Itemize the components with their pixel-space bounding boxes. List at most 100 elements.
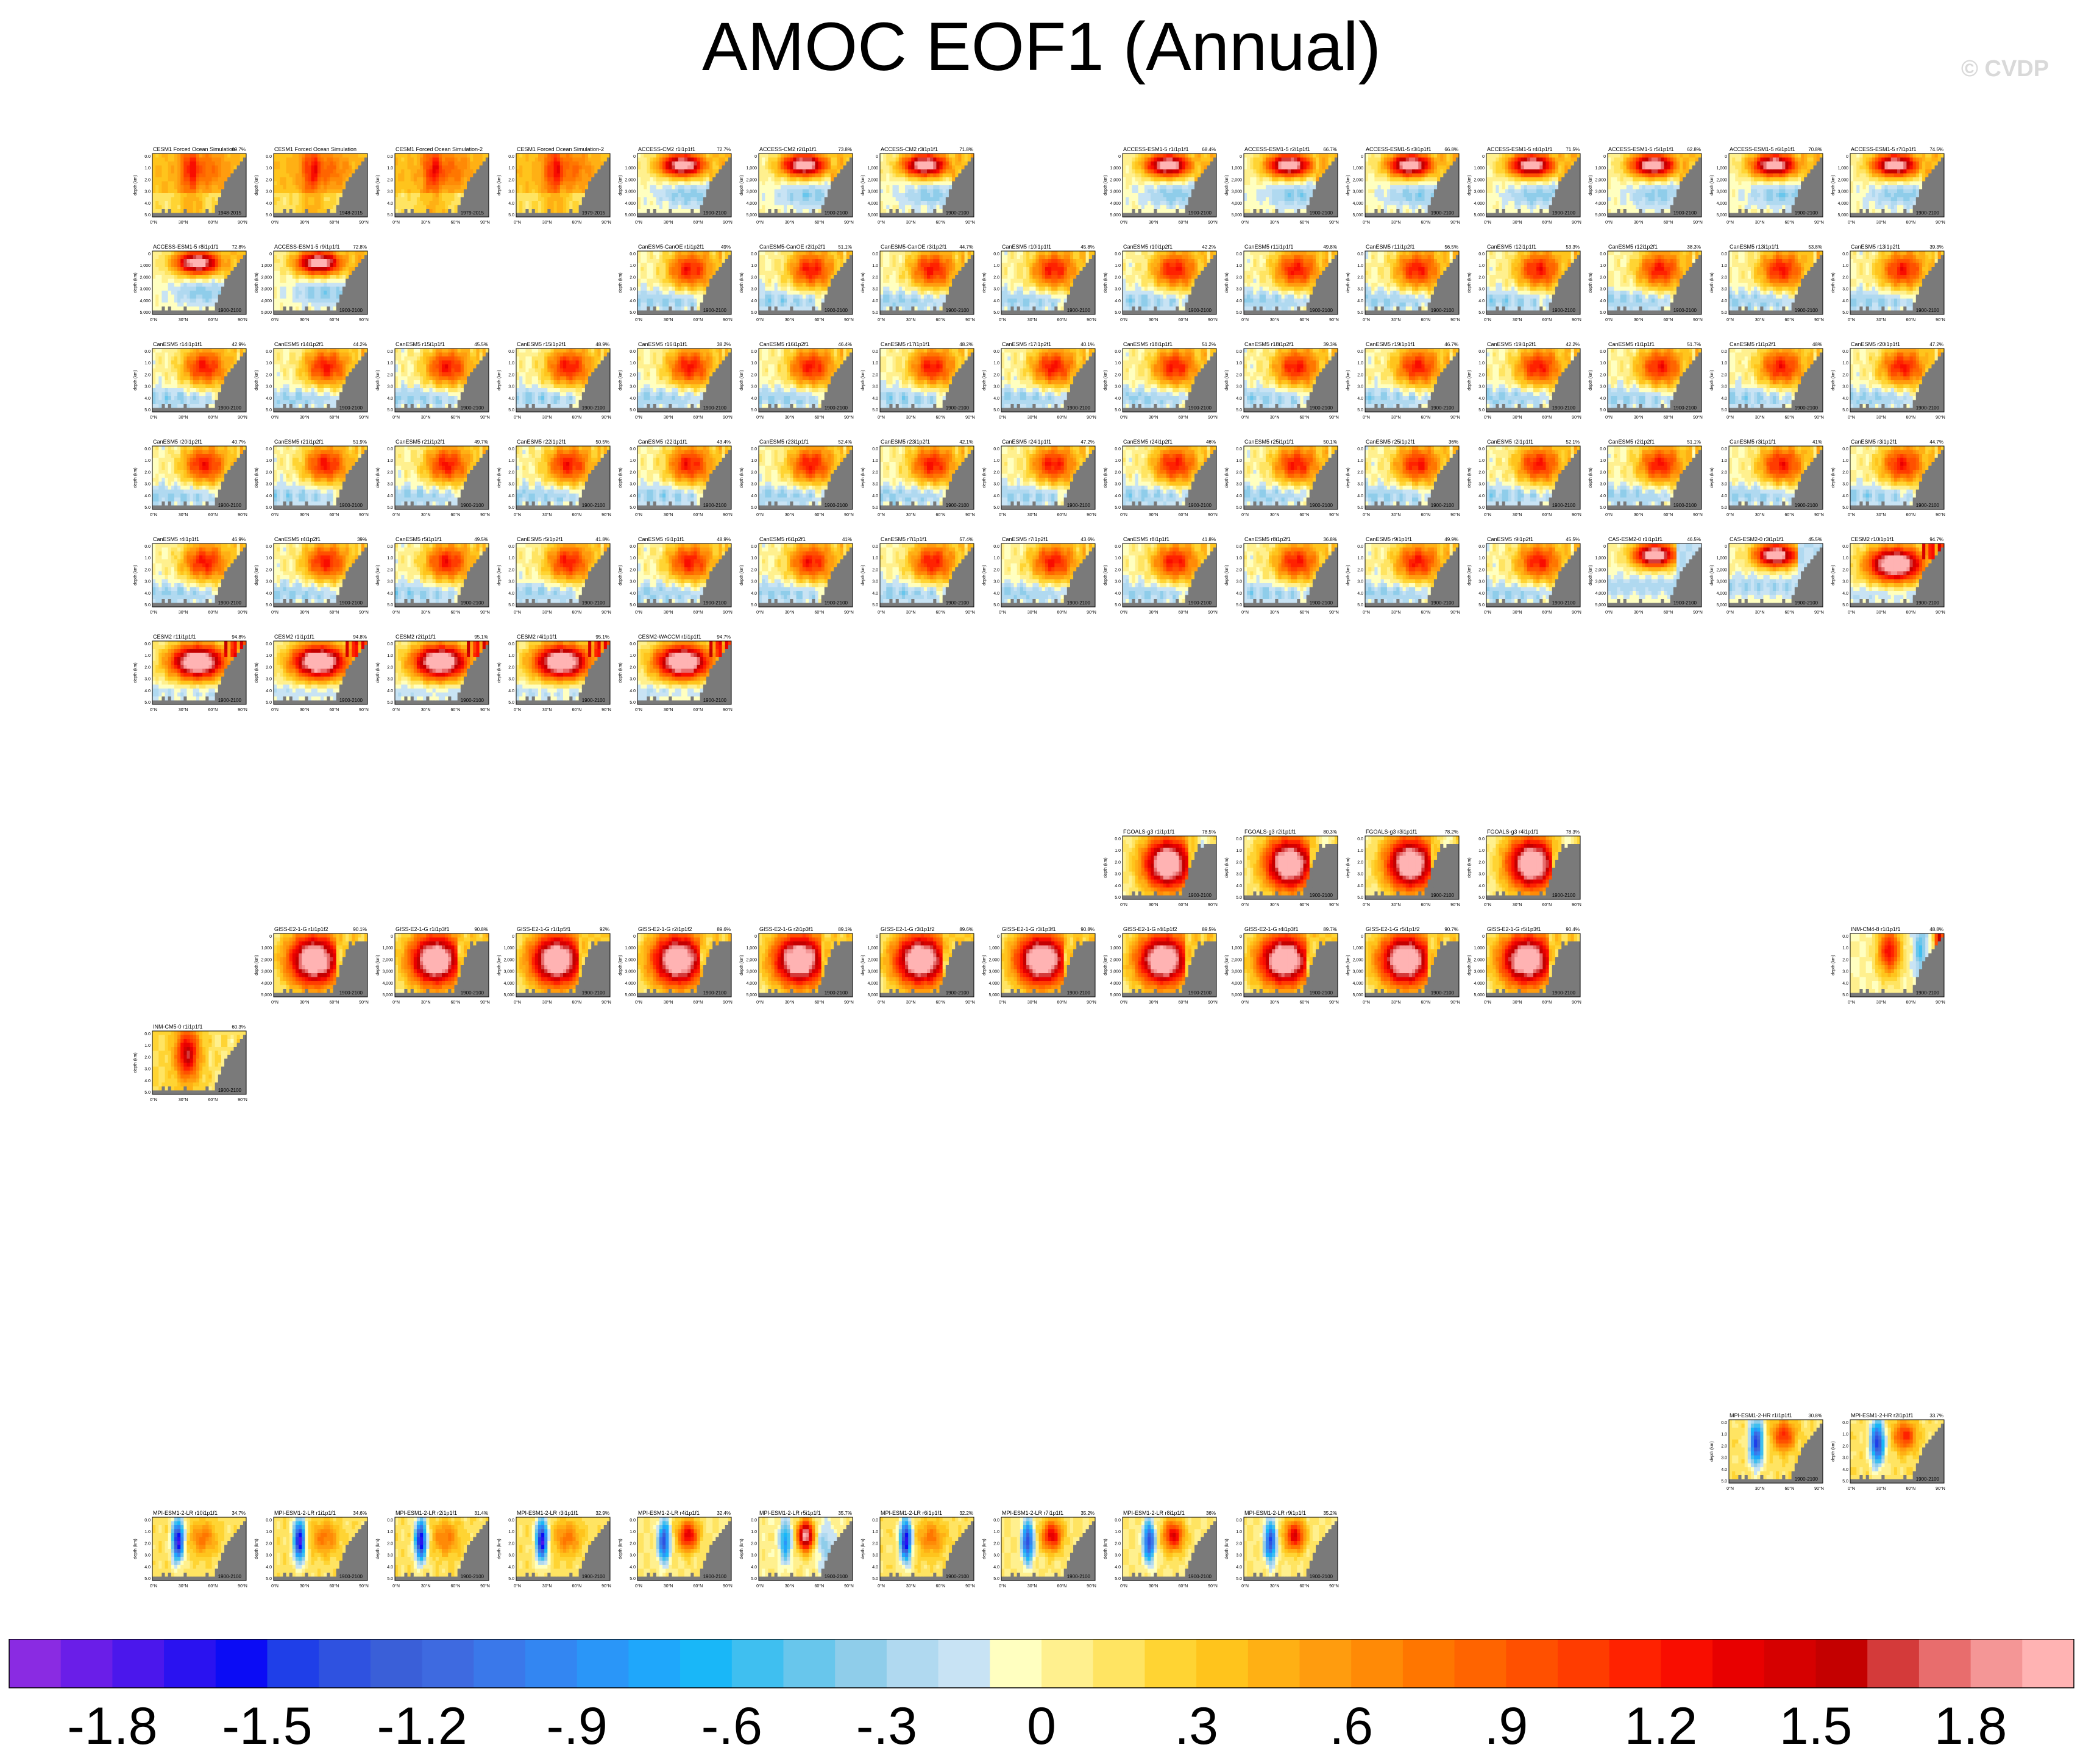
heat-cell	[286, 177, 290, 182]
heat-cell	[793, 161, 797, 166]
heat-cell	[473, 209, 477, 213]
heat-cell	[432, 161, 436, 166]
heat-cell	[541, 213, 545, 218]
heat-cell	[939, 169, 943, 174]
heat-cell	[588, 201, 592, 205]
heat-cell	[553, 154, 558, 158]
heat-cell	[1126, 157, 1129, 162]
heat-cell	[1408, 161, 1413, 166]
heat-cell	[401, 165, 405, 170]
y-tick-label: 0.0	[387, 155, 393, 159]
heat-cell	[706, 189, 710, 194]
heat-cell	[970, 173, 974, 178]
heat-cell	[339, 205, 343, 210]
heat-cell	[1173, 193, 1176, 197]
heat-cell	[920, 169, 924, 174]
heat-cell	[802, 193, 806, 197]
heat-cell	[1138, 161, 1142, 166]
heat-cell	[930, 189, 934, 194]
heat-cell	[1207, 177, 1211, 182]
heat-cell	[227, 185, 231, 190]
heat-cell	[1415, 161, 1419, 166]
heat-cell	[961, 169, 965, 174]
x-tick-label: 60°N	[694, 220, 703, 225]
heat-cell	[1371, 177, 1375, 182]
heat-cell	[948, 154, 953, 158]
heat-cell	[1325, 169, 1329, 174]
heat-cell	[230, 213, 234, 218]
heat-cell	[1157, 161, 1160, 166]
heat-cell	[482, 185, 486, 190]
heat-cell	[1138, 193, 1142, 197]
heat-cell	[780, 169, 784, 174]
heat-cell	[193, 205, 197, 210]
heat-cell	[908, 169, 912, 174]
heat-cell	[665, 209, 669, 213]
heat-cell	[451, 185, 455, 190]
heat-cell	[572, 193, 576, 197]
heat-cell	[970, 193, 974, 197]
heat-cell	[193, 197, 197, 202]
heat-cell	[435, 185, 439, 190]
heat-cell	[719, 197, 722, 202]
heat-cell	[709, 189, 713, 194]
heat-cell	[445, 165, 449, 170]
heat-cell	[467, 213, 470, 218]
heat-cell	[1374, 169, 1378, 174]
heat-cell	[1244, 173, 1247, 178]
x-tick-label: 60°N	[1300, 220, 1310, 225]
heat-cell	[883, 201, 887, 205]
heat-cell	[227, 193, 231, 197]
heat-cell	[1213, 201, 1217, 205]
heat-cell	[330, 173, 333, 178]
heat-cell	[1371, 185, 1375, 190]
heat-cell	[563, 213, 567, 218]
heat-cell	[174, 197, 178, 202]
heat-cell	[687, 173, 691, 178]
heat-cell	[970, 201, 974, 205]
heat-cell	[274, 193, 277, 197]
heat-cell	[967, 205, 971, 210]
heat-cell	[917, 193, 921, 197]
heat-cell	[799, 177, 803, 182]
heat-cell	[961, 189, 965, 194]
heat-cell	[233, 201, 237, 205]
heat-cell	[843, 165, 847, 170]
heat-cell	[824, 205, 828, 210]
heat-cell	[1377, 193, 1382, 197]
heat-cell	[880, 177, 884, 182]
heat-cell	[165, 157, 169, 162]
heat-cell	[790, 213, 793, 218]
heat-cell	[1383, 209, 1388, 213]
heat-cell	[180, 205, 184, 210]
heat-cell	[283, 201, 286, 205]
heat-cell	[342, 185, 346, 190]
heat-cell	[1440, 169, 1444, 174]
heat-cell	[1319, 189, 1322, 194]
heat-cell	[898, 173, 903, 178]
heat-cell	[715, 205, 719, 210]
heat-cell	[413, 181, 417, 186]
heat-cell	[849, 154, 853, 158]
heat-cell	[777, 169, 781, 174]
heat-cell	[656, 189, 660, 194]
heat-cell	[327, 185, 330, 190]
heat-cell	[470, 213, 474, 218]
heat-cell	[305, 154, 308, 158]
heat-cell	[703, 169, 707, 174]
heat-cell	[1275, 209, 1279, 213]
heat-cell	[1446, 189, 1450, 194]
heat-cell	[1247, 185, 1251, 190]
heat-cell	[395, 161, 399, 166]
heat-cell	[920, 154, 924, 158]
heat-cell	[407, 173, 411, 178]
heat-cell	[330, 165, 333, 170]
heat-cell	[186, 173, 190, 178]
heat-cell	[637, 201, 641, 205]
heat-cell	[675, 165, 679, 170]
heat-cell	[305, 197, 308, 202]
heat-cell	[426, 205, 430, 210]
heat-cell	[665, 157, 669, 162]
heat-cell	[1272, 197, 1276, 202]
heat-cell	[920, 201, 924, 205]
